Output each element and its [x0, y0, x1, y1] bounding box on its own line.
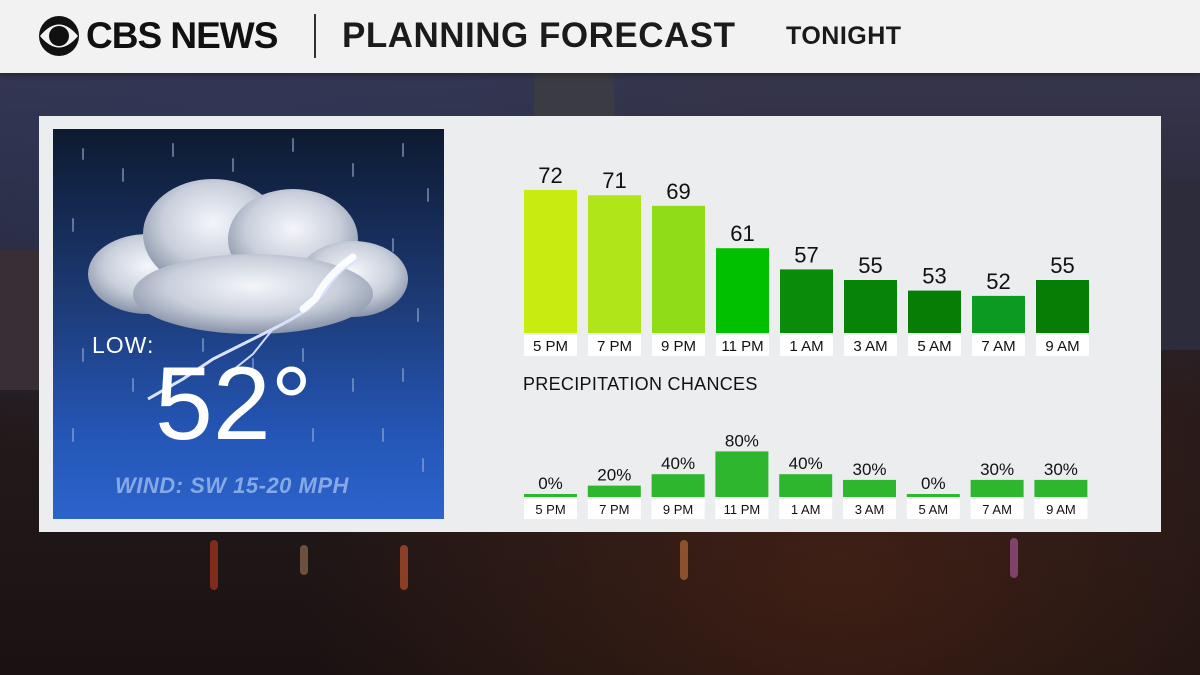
precip-bar	[1034, 479, 1088, 497]
hour-tick-label: 7 AM	[982, 502, 1012, 517]
temperature-value-label: 61	[730, 221, 754, 246]
temperature-bar	[972, 295, 1025, 333]
precip-value-label: 0%	[921, 474, 946, 493]
low-temperature-value: 52°	[155, 346, 313, 462]
precipitation-chances-chart: 0% 5 PM 20% 7 PM 40% 9 PM 80% 11 PM 40% 1 AM 30% 3 …	[524, 431, 1088, 519]
hour-tick-label: 3 AM	[853, 338, 887, 355]
low-temperature-tile	[53, 129, 444, 519]
page-subtitle: TONIGHT	[786, 22, 902, 50]
temperature-value-label: 55	[858, 253, 882, 278]
precip-bar	[524, 494, 577, 497]
hour-tick-label: 9 PM	[661, 338, 696, 355]
precip-bar	[843, 479, 896, 497]
hour-label-box	[844, 335, 897, 356]
temperature-bar	[524, 189, 577, 333]
temperature-bar	[652, 205, 705, 333]
temperature-bar	[908, 290, 961, 333]
hour-label-box	[908, 335, 961, 356]
hour-label-box	[972, 335, 1025, 356]
precip-value-label: 30%	[980, 460, 1014, 479]
temperature-bar	[716, 248, 769, 333]
header-divider	[314, 14, 316, 58]
hour-tick-label: 5 PM	[535, 502, 565, 517]
precip-value-label: 20%	[597, 466, 631, 485]
header-bar: CBS NEWS PLANNING FORECAST TONIGHT	[0, 0, 1200, 73]
hour-tick-label: 7 PM	[597, 338, 632, 355]
temperature-value-label: 71	[602, 168, 626, 193]
hour-tick-label: 5 AM	[917, 338, 951, 355]
hour-tick-label: 9 PM	[663, 502, 693, 517]
cbs-logo: CBS NEWS	[38, 14, 278, 58]
hour-label-box	[524, 499, 577, 519]
temperature-value-label: 72	[538, 163, 562, 188]
hour-tick-label: 1 AM	[789, 338, 823, 355]
temperature-bar	[780, 269, 833, 333]
hour-label-box	[651, 499, 705, 519]
hour-label-box	[906, 499, 960, 519]
brand-name: CBS NEWS	[86, 15, 278, 56]
hour-label-box	[970, 499, 1024, 519]
temperature-value-label: 57	[794, 242, 818, 267]
hour-tick-label: 11 PM	[724, 502, 761, 517]
precip-value-label: 80%	[725, 431, 759, 450]
low-label: LOW:	[92, 332, 155, 358]
hour-tick-label: 9 AM	[1046, 502, 1076, 517]
precip-bar	[779, 474, 833, 497]
hourly-temperature-chart: 72 5 PM 71 7 PM 69 9 PM 61 11 PM 57 1 AM 55 3 AM 53 5…	[524, 163, 1089, 356]
precip-value-label: 30%	[1044, 460, 1078, 479]
precipitation-chart-title: PRECIPITATION CHANCES	[523, 374, 758, 394]
precip-bar	[715, 451, 769, 497]
precip-value-label: 40%	[789, 454, 823, 473]
hour-label-box	[843, 499, 896, 519]
hour-label-box	[715, 499, 769, 519]
hour-tick-label: 5 PM	[533, 338, 568, 355]
hour-label-box	[652, 335, 705, 356]
hour-tick-label: 5 AM	[918, 502, 948, 517]
precip-value-label: 0%	[538, 474, 563, 493]
hour-tick-label: 3 AM	[855, 502, 885, 517]
temperature-bar	[844, 280, 897, 333]
hour-tick-label: 1 AM	[791, 502, 821, 517]
hour-label-box	[779, 499, 833, 519]
thunderstorm-rain-icon	[72, 138, 429, 472]
temperature-value-label: 52	[986, 269, 1010, 294]
cbs-eye-icon	[39, 16, 79, 56]
temperature-bar	[588, 195, 641, 333]
hour-tick-label: 9 AM	[1045, 338, 1079, 355]
precip-value-label: 30%	[852, 460, 886, 479]
hour-label-box	[1036, 335, 1089, 356]
precip-value-label: 40%	[661, 454, 695, 473]
hour-tick-label: 7 PM	[599, 502, 629, 517]
hour-label-box	[524, 335, 577, 356]
hour-label-box	[780, 335, 833, 356]
page-title: PLANNING FORECAST	[342, 16, 736, 55]
precip-bar	[651, 474, 705, 497]
hour-tick-label: 7 AM	[981, 338, 1015, 355]
hour-label-box	[1034, 499, 1088, 519]
hour-label-box	[587, 499, 641, 519]
precip-bar	[587, 485, 641, 497]
precip-bar	[906, 494, 960, 497]
temperature-bar	[1036, 280, 1089, 333]
temperature-value-label: 55	[1050, 253, 1074, 278]
hour-label-box	[588, 335, 641, 356]
temperature-value-label: 53	[922, 264, 946, 289]
temperature-value-label: 69	[666, 179, 690, 204]
hour-tick-label: 11 PM	[721, 338, 763, 355]
hour-label-box	[716, 335, 769, 356]
wind-text: WIND: SW 15-20 MPH	[115, 473, 349, 498]
precip-bar	[970, 479, 1024, 497]
